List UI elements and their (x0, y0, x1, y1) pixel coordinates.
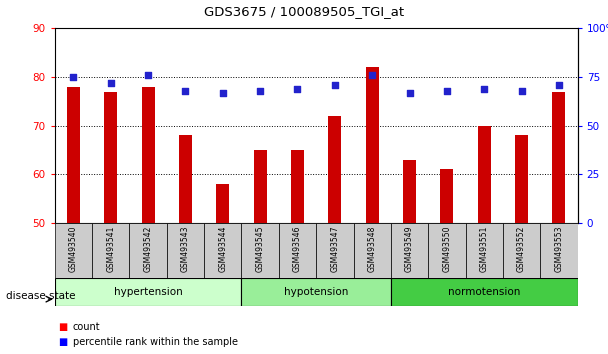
Point (218, 90, 227, 96)
Point (330, 82, 340, 87)
Point (517, 88, 527, 93)
Text: normotension: normotension (448, 287, 520, 297)
Bar (503, 223, 541, 278)
Text: GSM493548: GSM493548 (368, 226, 377, 272)
Text: GSM493553: GSM493553 (554, 226, 564, 272)
Text: GSM493551: GSM493551 (480, 226, 489, 272)
Text: GSM493547: GSM493547 (330, 226, 339, 272)
Text: ■: ■ (58, 322, 67, 332)
Text: hypotension: hypotension (284, 287, 348, 297)
Bar (466, 223, 503, 278)
Bar (328, 116, 341, 223)
Bar (403, 160, 416, 223)
Text: GSM493552: GSM493552 (517, 226, 526, 272)
Text: count: count (73, 322, 100, 332)
Text: disease state: disease state (6, 291, 75, 301)
Bar (279, 223, 316, 278)
Bar (104, 92, 117, 223)
Text: GSM493543: GSM493543 (181, 226, 190, 272)
Point (479, 86, 489, 92)
Point (181, 88, 190, 93)
Bar (365, 67, 379, 223)
Text: GSM493549: GSM493549 (405, 226, 414, 272)
Bar (440, 170, 454, 223)
Text: GSM493542: GSM493542 (143, 226, 153, 272)
Point (405, 90, 415, 96)
Point (143, 72, 153, 78)
Bar (130, 223, 167, 278)
Text: hypertension: hypertension (114, 287, 182, 297)
Bar (353, 223, 391, 278)
Bar (478, 126, 491, 223)
Bar (55, 223, 92, 278)
Bar (55, 278, 241, 306)
Point (69, 74, 78, 80)
Bar (316, 223, 353, 278)
Point (554, 82, 564, 87)
Point (442, 88, 452, 93)
Text: percentile rank within the sample: percentile rank within the sample (73, 337, 238, 347)
Bar (179, 135, 192, 223)
Bar (541, 223, 578, 278)
Bar (204, 223, 241, 278)
Bar (67, 87, 80, 223)
Point (106, 80, 116, 86)
Text: GSM493545: GSM493545 (255, 226, 264, 272)
Text: GSM493540: GSM493540 (69, 226, 78, 272)
Point (367, 72, 377, 78)
Text: ■: ■ (58, 337, 67, 347)
Point (255, 88, 265, 93)
Bar (391, 278, 578, 306)
Bar (142, 87, 154, 223)
Text: GDS3675 / 100089505_TGI_at: GDS3675 / 100089505_TGI_at (204, 5, 404, 18)
Bar (254, 150, 267, 223)
Bar (167, 223, 204, 278)
Text: GSM493550: GSM493550 (443, 226, 451, 272)
Bar (391, 223, 428, 278)
Text: GSM493544: GSM493544 (218, 226, 227, 272)
Bar (241, 278, 391, 306)
Bar (553, 92, 565, 223)
Bar (428, 223, 466, 278)
Point (292, 86, 302, 92)
Bar (241, 223, 279, 278)
Bar (216, 184, 229, 223)
Text: GSM493546: GSM493546 (293, 226, 302, 272)
Text: GSM493541: GSM493541 (106, 226, 116, 272)
Bar (291, 150, 304, 223)
Bar (515, 135, 528, 223)
Bar (92, 223, 130, 278)
